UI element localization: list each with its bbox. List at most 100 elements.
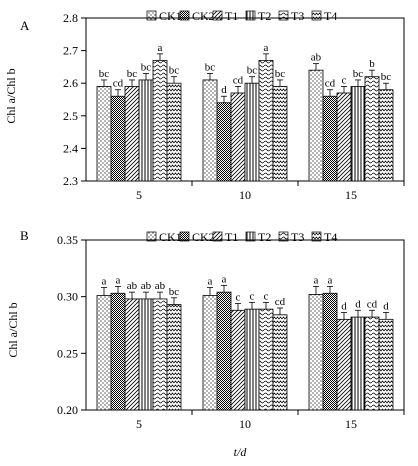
legend-swatch [146, 231, 157, 242]
bar [336, 92, 352, 182]
significance-letter: bc [275, 68, 286, 80]
bar [308, 293, 324, 411]
bar [202, 79, 218, 182]
bar [110, 292, 126, 411]
y-tick-label: 2.8 [63, 11, 78, 25]
panel-a: A Chl a/Chl b CK1 CK2 T1 T2 T3 T4 bccdbcbcabc… [4, 9, 405, 202]
bar [364, 316, 380, 411]
significance-letter: a [328, 274, 333, 286]
bar [308, 69, 324, 182]
y-axis-label: Chl a/Chl b [4, 68, 18, 123]
bar [378, 89, 394, 182]
tick-labels: 2.3 2.4 2.5 2.6 2.7 2.8 5 10 15 [63, 11, 357, 202]
x-tick-label: 5 [136, 188, 142, 202]
bar [202, 295, 218, 411]
significance-letter: d [383, 301, 389, 313]
legend-label: T1 [225, 230, 238, 244]
significance-letter: bc [169, 286, 180, 298]
bar [272, 314, 288, 411]
legend-swatch [245, 231, 256, 242]
legend-swatch [212, 231, 223, 242]
significance-letter: ab [141, 280, 152, 292]
y-tick-label: 2.3 [63, 174, 78, 188]
legend: CK1 CK2 T1 T2 T3 T4 [146, 9, 337, 23]
bar [166, 82, 182, 182]
significance-letter: ab [311, 52, 322, 64]
legend-swatch [311, 231, 322, 242]
significance-letter: a [116, 274, 121, 286]
legend-swatch [278, 231, 289, 242]
bar [216, 291, 232, 411]
legend-swatch [311, 10, 322, 21]
panel-b: B Chl a/Chl b CK1 CK2 T1 T2 T3 T4 a a ab ab ab bca… [6, 228, 405, 459]
significance-letter: bc [381, 71, 392, 83]
significance-letter: a [158, 42, 163, 54]
significance-letter: bc [205, 61, 216, 73]
bar [138, 298, 154, 411]
bar [96, 295, 112, 411]
x-tick-label: 10 [239, 188, 251, 202]
x-tick-label: 10 [239, 417, 251, 431]
significance-letter: cd [113, 78, 124, 90]
bar [152, 59, 168, 182]
legend-label: T3 [291, 230, 304, 244]
significance-letter: bc [247, 65, 258, 77]
bar [336, 318, 352, 411]
legend-label: T3 [291, 9, 304, 23]
significance-letter: bc [353, 68, 364, 80]
significance-letter: cd [367, 298, 378, 310]
y-tick-label: 0.35 [57, 233, 78, 247]
y-tick-label: 2.5 [63, 109, 78, 123]
bar [110, 95, 126, 182]
y-axis-label: Chl a/Chl b [6, 302, 20, 357]
bar [152, 298, 168, 411]
bar [378, 318, 394, 411]
significance-letter: a [314, 274, 319, 286]
bar [124, 298, 140, 411]
bar [322, 95, 338, 182]
legend-swatch [245, 10, 256, 21]
significance-letter: c [264, 290, 269, 302]
legend-swatch [278, 10, 289, 21]
legend-label: T2 [258, 230, 271, 244]
bar [166, 304, 182, 411]
bar [230, 309, 246, 411]
bar [350, 316, 366, 411]
significance-letter: cd [275, 296, 286, 308]
bars: a a ab ab ab bca ac c c cda ad d cd d [96, 273, 394, 411]
bar [364, 76, 380, 182]
y-tick-label: 2.7 [63, 44, 78, 58]
bar [272, 86, 288, 182]
y-tick-label: 0.30 [57, 290, 78, 304]
significance-letter: cd [325, 78, 336, 90]
bar [350, 86, 366, 182]
significance-letter: c [342, 74, 347, 86]
bar [216, 102, 232, 182]
legend-swatch [179, 10, 190, 21]
significance-letter: c [236, 291, 241, 303]
significance-letter: c [250, 290, 255, 302]
panel-label: B [20, 228, 29, 243]
bar [258, 308, 274, 411]
significance-letter: bc [169, 65, 180, 77]
significance-letter: ab [127, 280, 138, 292]
y-tick-label: 2.4 [63, 141, 78, 155]
bar [322, 292, 338, 411]
y-tick-label: 2.6 [63, 76, 78, 90]
x-tick-label: 15 [345, 188, 357, 202]
significance-letter: bc [99, 68, 110, 80]
bar [244, 308, 260, 411]
legend-label: CK1 [159, 230, 182, 244]
panel-label: A [20, 18, 30, 33]
legend: CK1 CK2 T1 T2 T3 T4 [146, 230, 337, 244]
significance-letter: a [222, 273, 227, 285]
bar [138, 79, 154, 182]
x-axis-label: t/d [234, 445, 248, 459]
legend-label: CK2 [192, 9, 215, 23]
legend-label: CK2 [192, 230, 215, 244]
significance-letter: b [369, 58, 375, 70]
significance-letter: a [208, 276, 213, 288]
legend-label: T4 [324, 230, 337, 244]
